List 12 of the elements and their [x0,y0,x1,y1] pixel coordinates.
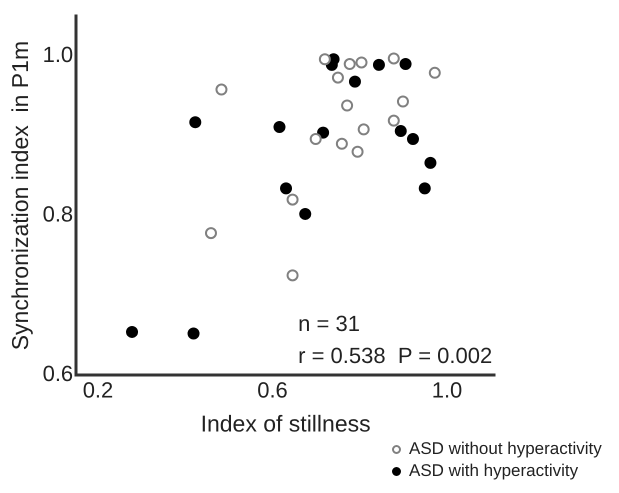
y-tick-label: 0.6 [42,361,74,386]
y-tick-label: 0.8 [42,202,74,227]
legend-label: ASD with hyperactivity [409,460,578,482]
x-axis-title: Index of stillness [200,410,371,437]
x-tick-label: 1.0 [432,377,462,402]
x-tick-label: 0.6 [257,377,288,402]
annotation: r = 0.538 P = 0.002 [298,343,492,368]
annotation: n = 31 [298,311,360,336]
y-tick-label: 1.0 [42,42,74,68]
x-tick-label: 0.2 [82,377,114,402]
legend-label: ASD without hyperactivity [409,438,602,460]
y-axis-title: Synchronization index in P1m [7,40,34,350]
